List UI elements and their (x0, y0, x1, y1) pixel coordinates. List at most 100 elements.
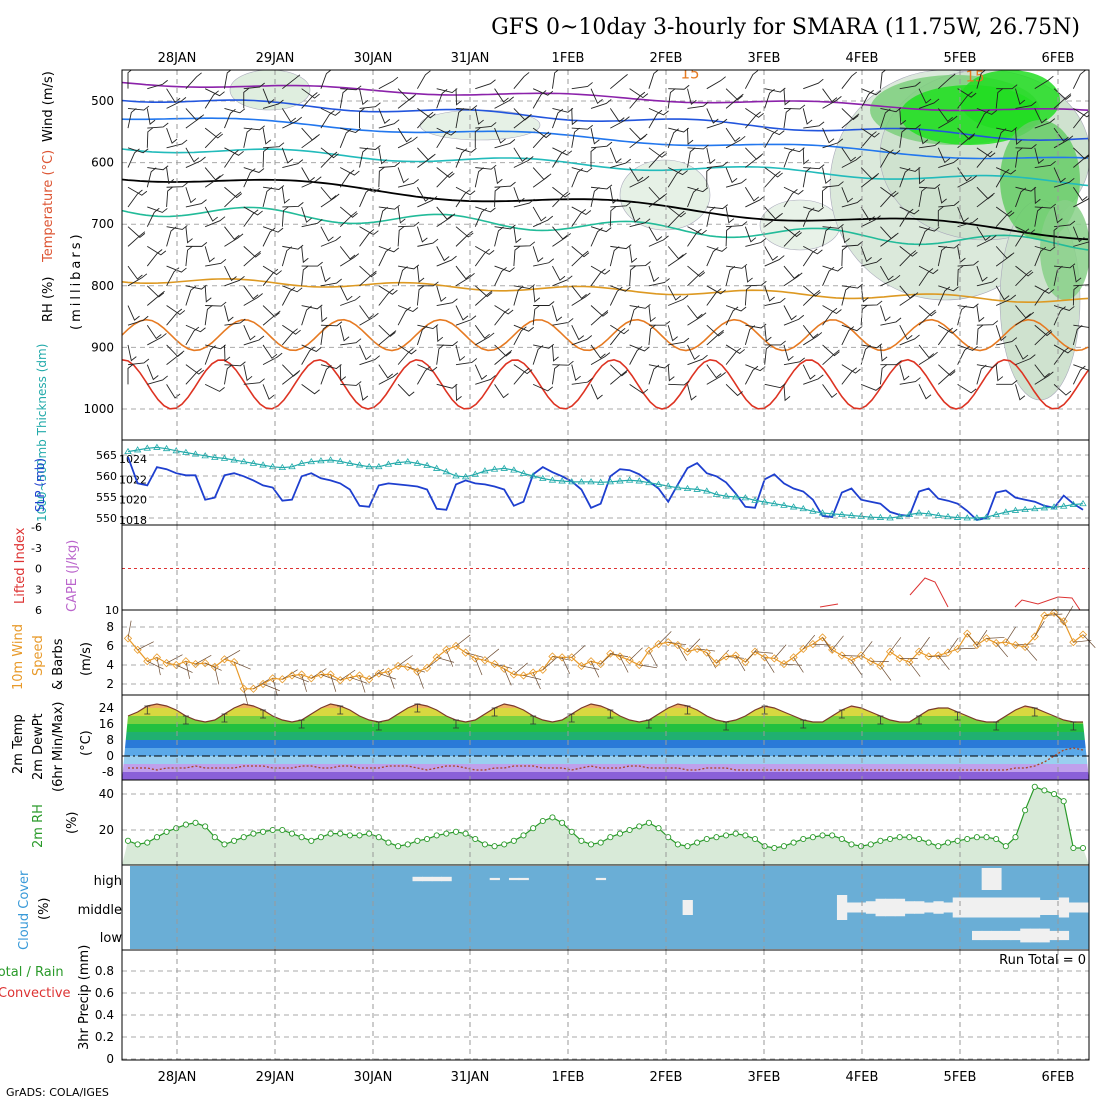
wind-barb (166, 186, 173, 207)
rh2m-marker (144, 839, 151, 846)
temp-tick: 24 (99, 701, 114, 715)
thickness-marker (857, 512, 865, 519)
wind-barb (436, 325, 444, 343)
wind-barb (262, 265, 282, 276)
wind-barb (1073, 147, 1089, 160)
rh2m-marker (694, 839, 701, 846)
wind10m-marker (615, 652, 625, 661)
thickness-marker (847, 511, 856, 518)
wind-barb (262, 310, 281, 326)
thickness-marker (461, 473, 470, 480)
wind10m-marker (403, 662, 412, 672)
wind10m-barb (214, 666, 220, 685)
thickness-marker (490, 465, 499, 472)
wind-tick: 2 (106, 677, 114, 691)
wind-barb (282, 159, 304, 168)
wind-barb (976, 305, 985, 323)
rh2m-marker (887, 835, 894, 843)
wind-barb (204, 88, 225, 97)
minmax-marker (375, 721, 382, 731)
wind-barb (282, 285, 303, 293)
wind-barb (899, 127, 908, 148)
wind-barb (436, 341, 458, 346)
rh2m-marker (732, 830, 739, 837)
wind-barb (725, 226, 732, 247)
wind-barb (513, 245, 521, 267)
thickness-marker (375, 462, 383, 470)
wind10m-marker (586, 657, 596, 666)
wind10m-marker (365, 675, 374, 684)
temp-ylabels: 2m Temp 2m DewPt (6hr Min/Max) (°C) (11, 702, 94, 792)
wind10m-barb (484, 648, 500, 661)
wind-barb (204, 206, 218, 222)
wind10m-marker (914, 647, 924, 656)
wind-barb (475, 122, 497, 129)
cloud-cell (1000, 897, 1012, 918)
wind-barb (185, 324, 206, 333)
wind-barb (610, 285, 631, 292)
minmax-marker (568, 713, 575, 723)
wind-barb (1015, 269, 1032, 287)
precip-tick: 0.4 (95, 1008, 114, 1022)
wind-barb (860, 383, 882, 391)
wind-barb (995, 210, 1013, 227)
wind-barb (262, 352, 283, 366)
rh-shade-high (1040, 200, 1089, 300)
wind-barb (243, 168, 256, 188)
wind-barb (552, 233, 571, 247)
wind-barb (475, 206, 496, 213)
upper-content: -20-15-15-10-10-5-5FRFRFR5510101515 (122, 70, 1089, 410)
thickness-marker (732, 493, 740, 500)
wind10m-barb (957, 647, 976, 650)
wind-barb (937, 147, 951, 164)
cloud-cover-panel: high middle low (78, 866, 1089, 949)
rh2m-marker (626, 826, 633, 834)
wind-barb (1015, 265, 1034, 277)
wind-barb (552, 108, 564, 129)
wind-barb (166, 127, 178, 144)
wind-barb (957, 175, 978, 188)
wind-barb (455, 305, 469, 321)
wind-barb (513, 113, 532, 129)
wind-barb (822, 305, 842, 315)
wind-barb (552, 191, 569, 208)
wind-barb (668, 167, 688, 176)
thickness-marker (799, 504, 807, 512)
wind-barb (667, 88, 676, 109)
wind10m-barb (542, 657, 557, 671)
wind-barb (185, 114, 205, 129)
wind-barb (783, 226, 802, 238)
wind-barb (745, 280, 767, 287)
wind-barb (1034, 246, 1047, 267)
wind-barb (1073, 324, 1089, 328)
minmax-marker (414, 703, 421, 713)
wind-barb (629, 133, 648, 149)
wind10m-barb (571, 645, 586, 658)
thickness-marker (153, 443, 161, 450)
wind10m-marker (519, 671, 528, 680)
wind10m-marker (673, 640, 682, 650)
wind10m-marker (818, 633, 827, 642)
wind-barb (1072, 285, 1080, 306)
wind-barb (378, 204, 400, 210)
wind10m-barb (581, 665, 600, 670)
wind-barb (339, 246, 356, 260)
wind-barb (1034, 75, 1054, 90)
minmax-marker (954, 711, 961, 721)
wind10m-barb (455, 634, 471, 647)
wind-barb (706, 329, 724, 346)
wind-barb (127, 189, 143, 208)
rh2m-marker (703, 835, 710, 843)
thickness-marker (1011, 506, 1020, 513)
rh2m-area (122, 786, 1089, 865)
wind-barb (687, 128, 694, 146)
minmax-marker (530, 715, 537, 725)
wind10m-marker (413, 667, 422, 676)
wind10m-barb (822, 637, 833, 653)
wind10m-marker (268, 674, 277, 683)
cloud-cell (981, 930, 992, 941)
wind10m-barb (378, 673, 397, 680)
wind-barb (995, 285, 1010, 301)
wind-barb (590, 310, 609, 326)
wind-barb (725, 306, 739, 326)
